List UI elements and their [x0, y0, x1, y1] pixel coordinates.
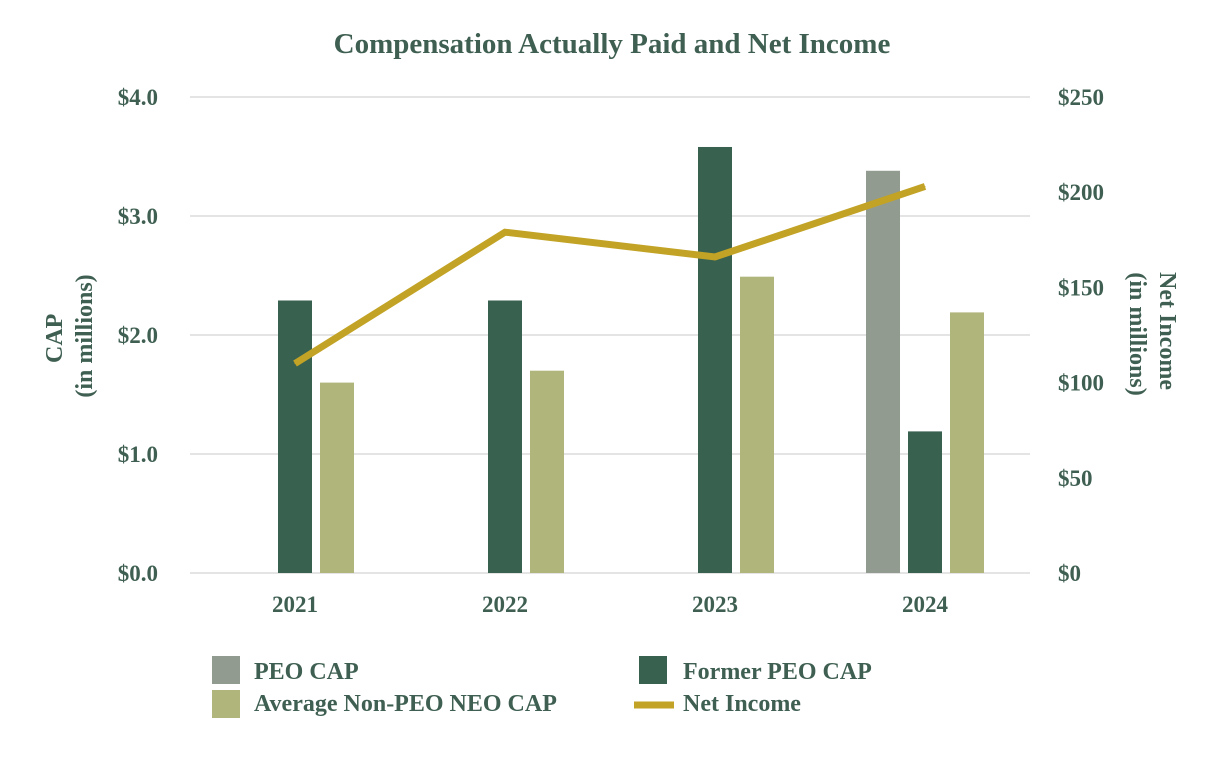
point-net-income-2021	[294, 363, 296, 365]
x-tick-label-2024: 2024	[902, 592, 949, 617]
right-tick-label-2: $100	[1058, 371, 1104, 396]
net-income-line-group	[293, 183, 927, 367]
legend-label-former-peo-cap: Former PEO CAP	[683, 659, 872, 685]
legend-swatch-former-peo-cap	[639, 656, 667, 684]
left-tick-label-4: $4.0	[118, 85, 158, 110]
bars	[278, 146, 984, 574]
left-axis-label-line-1: CAP	[42, 314, 68, 363]
right-axis-label-line-2: (in millions)	[1124, 272, 1150, 395]
gridlines	[190, 96, 1030, 574]
left-axis-ticks: $0.0 $1.0 $2.0 $3.0 $4.0	[118, 85, 158, 586]
left-axis-label-line-2: (in millions)	[72, 274, 98, 397]
left-axis-label: CAP (in millions)	[42, 274, 98, 397]
bar-former-peo-cap-2021	[278, 300, 312, 573]
bar-average-non-peo-neo-cap-2023	[740, 276, 774, 573]
legend-label-average-non-peo-neo-cap: Average Non-PEO NEO CAP	[254, 691, 557, 717]
left-tick-label-1: $1.0	[118, 442, 158, 467]
bar-former-peo-cap-2024	[908, 431, 942, 573]
x-tick-label-2022: 2022	[482, 592, 528, 617]
bar-average-non-peo-neo-cap-2024	[950, 312, 984, 573]
x-axis-ticks: 2021 2022 2023 2024	[272, 592, 949, 617]
bar-average-non-peo-neo-cap-2022	[530, 370, 564, 573]
left-tick-label-0: $0.0	[118, 561, 158, 586]
right-tick-label-4: $200	[1058, 180, 1104, 205]
x-tick-label-2021: 2021	[272, 592, 318, 617]
bar-average-non-peo-neo-cap-2021	[320, 382, 354, 573]
right-axis-label-line-1: Net Income	[1154, 272, 1180, 390]
right-tick-label-0: $0	[1058, 561, 1081, 586]
right-tick-label-3: $150	[1058, 275, 1104, 300]
bar-former-peo-cap-2023	[698, 146, 732, 574]
legend: PEO CAP Former PEO CAP Average Non-PEO N…	[212, 656, 872, 718]
x-tick-label-2023: 2023	[692, 592, 738, 617]
left-tick-label-2: $2.0	[118, 323, 158, 348]
bar-peo-cap-2024	[866, 170, 900, 573]
legend-swatch-peo-cap	[212, 656, 240, 684]
legend-label-net-income: Net Income	[683, 691, 801, 717]
legend-swatch-average-non-peo-neo-cap	[212, 690, 240, 718]
legend-label-peo-cap: PEO CAP	[254, 659, 359, 685]
left-tick-label-3: $3.0	[118, 204, 158, 229]
right-tick-label-5: $250	[1058, 85, 1104, 110]
right-axis-ticks: $0 $50 $100 $150 $200 $250	[1058, 85, 1104, 586]
point-net-income-2023	[714, 256, 716, 258]
bar-former-peo-cap-2022	[488, 300, 522, 573]
chart-title: Compensation Actually Paid and Net Incom…	[334, 28, 891, 60]
point-net-income-2024	[924, 185, 926, 187]
right-tick-label-1: $50	[1058, 466, 1093, 491]
line-net-income	[293, 183, 927, 367]
right-axis-label: Net Income (in millions)	[1124, 272, 1180, 396]
point-net-income-2022	[504, 231, 506, 233]
